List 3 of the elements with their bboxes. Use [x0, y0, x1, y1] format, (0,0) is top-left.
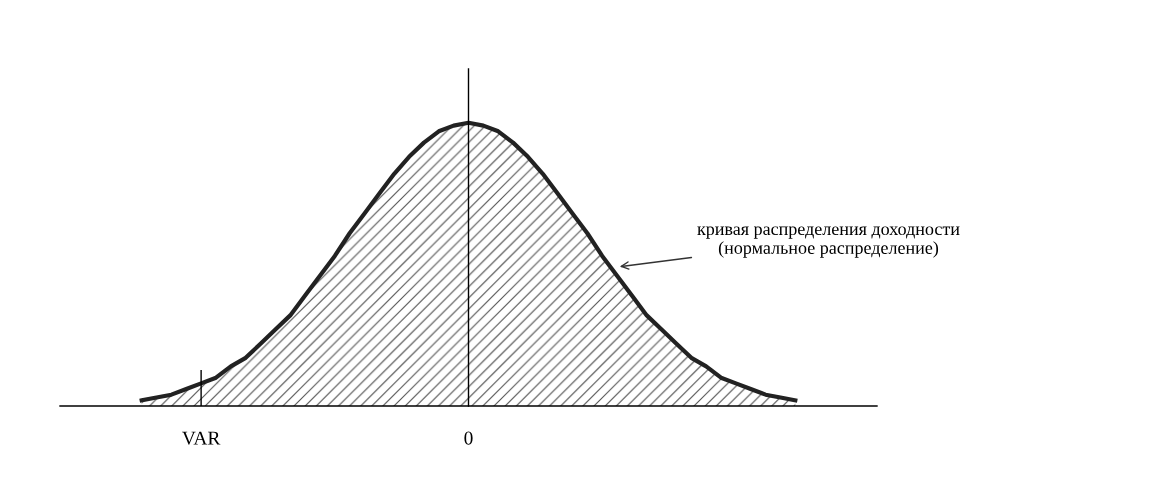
annotation: кривая распределения доходности (нормальное распределение) [697, 226, 960, 258]
x-tick-label: 0 [464, 431, 473, 445]
x-tick-label: VAR [182, 431, 221, 445]
